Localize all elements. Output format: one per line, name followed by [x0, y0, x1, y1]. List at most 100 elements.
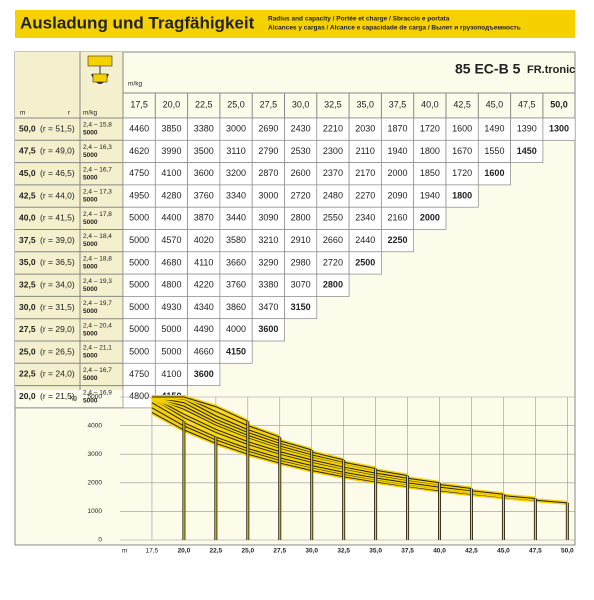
- row-label: 25,0: [19, 346, 36, 356]
- cell-value: 1800: [420, 146, 440, 156]
- hook-label: m/kg: [83, 110, 97, 117]
- cell-value: 2910: [291, 235, 311, 245]
- cell: [381, 229, 415, 253]
- r-label: r: [68, 110, 71, 117]
- cell: [510, 139, 544, 163]
- x-tick-label: 20,0: [178, 548, 191, 555]
- hook-range: 2,4 – 16,9: [83, 389, 112, 396]
- cell-value: 3000: [226, 124, 246, 134]
- hook-range: 2,4 – 17,3: [83, 189, 112, 196]
- row-label: 30,0: [19, 302, 36, 312]
- hook-range: 2,4 – 18,4: [83, 233, 112, 240]
- cell-value: 2000: [420, 213, 440, 223]
- column-label: 47,5: [518, 99, 536, 109]
- column-label: 32,5: [324, 99, 342, 109]
- cell-value: 4750: [129, 168, 149, 178]
- cell: [445, 184, 479, 208]
- cell-value: 2270: [355, 190, 375, 200]
- row-r: (r = 21,5): [40, 391, 75, 401]
- cell-value: 3580: [226, 235, 246, 245]
- x-tick-label: 42,5: [465, 548, 478, 555]
- x-tick-label: 35,0: [369, 548, 382, 555]
- subtitle: Alcances y cargas / Alcance e capacidade…: [268, 25, 521, 32]
- cell: [477, 162, 511, 186]
- title: Ausladung und Tragfähigkeit: [20, 13, 255, 32]
- cell-value: 3760: [194, 190, 214, 200]
- cell-value: 3760: [226, 280, 246, 290]
- y-tick-label: 3000: [88, 451, 103, 458]
- cell-value: 5000: [129, 257, 149, 267]
- max-load: 5000: [83, 330, 98, 337]
- x-tick-label: 30,0: [305, 548, 318, 555]
- x-tick-label: 17,5: [146, 548, 159, 555]
- cell-value: 1670: [452, 146, 472, 156]
- cell-value: 4110: [194, 257, 213, 267]
- cell-value: 5000: [161, 347, 181, 357]
- hook-range: 2,4 – 16,7: [83, 166, 112, 173]
- max-load: 5000: [83, 130, 98, 137]
- cell-value: 1600: [484, 168, 504, 178]
- cell-value: 2720: [291, 190, 311, 200]
- y-tick-label: 1000: [88, 508, 103, 515]
- hook-range: 2,4 – 16,7: [83, 367, 112, 374]
- y-tick-label: 4000: [88, 422, 103, 429]
- cell-value: 4930: [161, 302, 181, 312]
- cell-value: 2370: [323, 168, 343, 178]
- cell: [284, 296, 318, 320]
- y-tick-label: 5000: [88, 394, 103, 401]
- hook-range: 2,4 – 16,3: [83, 144, 112, 151]
- column-label: 45,0: [486, 99, 504, 109]
- x-tick-label: 25,0: [241, 548, 254, 555]
- cell-value: 4490: [194, 324, 214, 334]
- row-r: (r = 34,0): [40, 280, 75, 290]
- cell-value: 1550: [484, 146, 504, 156]
- load-curve: [151, 396, 440, 484]
- x-tick-label: 45,0: [497, 548, 510, 555]
- cell-value: 4100: [161, 369, 181, 379]
- cell-value: 3850: [161, 124, 181, 134]
- cell-value: 3500: [194, 146, 214, 156]
- cell-value: 1940: [420, 190, 440, 200]
- cell-value: 3000: [258, 190, 278, 200]
- subtitle: Radius and capacity / Portée et charge /…: [268, 16, 450, 23]
- cell-value: 3440: [226, 213, 246, 223]
- max-load: 5000: [83, 375, 98, 382]
- row-label: 35,0: [19, 257, 36, 267]
- cell-value: 2660: [323, 235, 343, 245]
- column-label: 22,5: [195, 99, 213, 109]
- x-tick-label: 27,5: [273, 548, 286, 555]
- column-label: 35,0: [356, 99, 374, 109]
- max-load: 5000: [83, 397, 98, 404]
- row-label: 45,0: [19, 168, 36, 178]
- cell-value: 3600: [194, 168, 214, 178]
- cell-value: 3870: [194, 213, 214, 223]
- cell-value: 2000: [388, 168, 408, 178]
- model: 85 EC-B 5: [455, 61, 521, 77]
- cell-value: 4620: [129, 146, 149, 156]
- cell-value: 3380: [194, 124, 214, 134]
- cell: [187, 362, 221, 386]
- max-load: 5000: [83, 197, 98, 204]
- cell-value: 4100: [161, 168, 181, 178]
- cell-value: 4220: [194, 280, 214, 290]
- max-load: 5000: [83, 174, 98, 181]
- row-label: 42,5: [19, 190, 36, 200]
- max-load: 5000: [83, 286, 98, 293]
- max-load: 5000: [83, 353, 98, 360]
- cell: [316, 273, 350, 297]
- column-label: 20,0: [163, 99, 181, 109]
- cell: [348, 251, 382, 275]
- column-label: 42,5: [453, 99, 471, 109]
- row-label: 32,5: [19, 280, 36, 290]
- load-curve: [151, 396, 376, 469]
- row-label: 22,5: [19, 369, 36, 379]
- column-label: 37,5: [389, 99, 407, 109]
- cell-value: 3860: [226, 302, 246, 312]
- hook-range: 2,4 – 19,7: [83, 300, 112, 307]
- column-label: 27,5: [260, 99, 278, 109]
- cell: [542, 117, 576, 141]
- cell-value: 1720: [452, 168, 472, 178]
- max-load: 5000: [83, 219, 98, 226]
- cell-value: 5000: [129, 213, 149, 223]
- row-r: (r = 51,5): [40, 123, 75, 133]
